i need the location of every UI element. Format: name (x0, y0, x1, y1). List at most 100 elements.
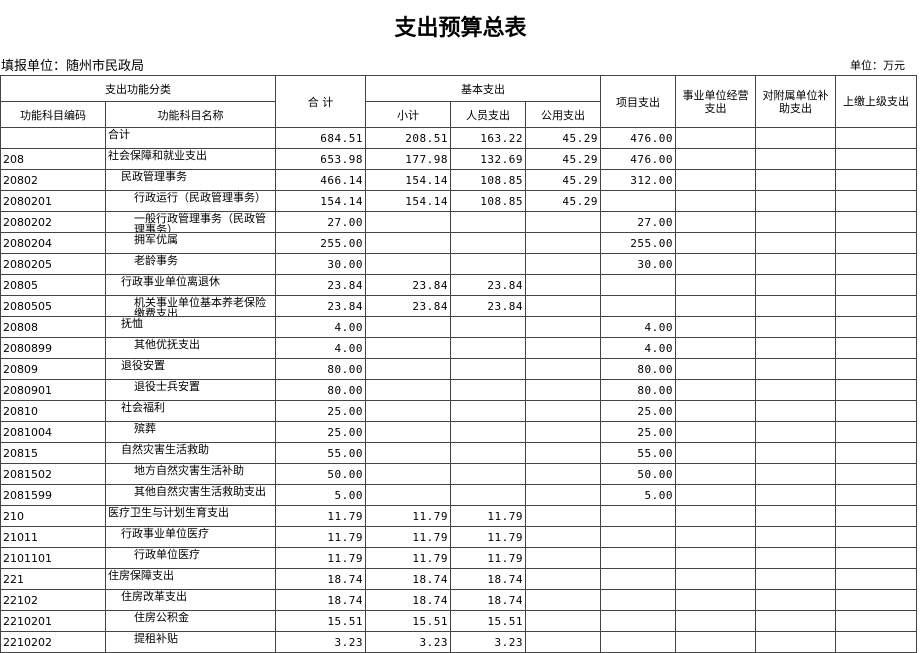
cell: 23.84 (365, 295, 451, 317)
row: 21011 行政事业单位医疗 11.79 11.79 11.79 (0, 526, 918, 548)
cell (835, 421, 918, 443)
cell: 154.14 (365, 169, 451, 191)
cell (524, 274, 602, 296)
cell: 27.00 (600, 211, 677, 233)
cell (600, 274, 677, 296)
cell (524, 337, 602, 359)
cell (524, 421, 602, 443)
header-cell: 功能科目编码 (0, 101, 106, 128)
cell (675, 547, 757, 569)
cell: 其他优抚支出 (105, 337, 276, 359)
row: 2080505 机关事业单位基本养老保险缴费支出 23.84 23.84 23.84 (0, 295, 918, 317)
cell (600, 568, 677, 590)
cell (755, 127, 837, 149)
cell: 55.00 (275, 442, 366, 464)
row: 20805 行政事业单位离退休 23.84 23.84 23.84 (0, 274, 918, 296)
cell: 18.74 (365, 568, 451, 590)
cell: 拥军优属 (105, 232, 276, 254)
cell (450, 211, 526, 233)
cell (450, 442, 526, 464)
cell (675, 421, 757, 443)
cell: 其他自然灾害生活救助支出 (105, 484, 276, 506)
cell: 2080901 (0, 379, 106, 401)
cell: 2210201 (0, 610, 106, 632)
page: 支出预算总表 填报单位：随州市民政局 单位：万元 支出功能分类 合 计 基本支出… (0, 15, 918, 653)
cell: 15.51 (365, 610, 451, 632)
row: 2081502 地方自然灾害生活补助 50.00 50.00 (0, 463, 918, 485)
item-name: 住房保障支出 (108, 569, 174, 582)
cell (675, 379, 757, 401)
cell (675, 526, 757, 548)
cell (365, 211, 451, 233)
cell: 11.79 (450, 505, 526, 527)
title: 支出预算总表 (394, 15, 527, 41)
item-name: 民政管理事务 (121, 170, 187, 183)
item-name: 一般行政管理事务（民政管理事务） (134, 212, 266, 232)
cell: 3.23 (365, 631, 451, 653)
cell: 80.00 (600, 358, 677, 380)
cell (835, 232, 918, 254)
item-name: 老龄事务 (134, 254, 178, 267)
cell: 154.14 (365, 190, 451, 212)
cell (450, 484, 526, 506)
row: 20809 退役安置 80.00 80.00 (0, 358, 918, 380)
cell (450, 232, 526, 254)
cell: 11.79 (365, 505, 451, 527)
cell (835, 610, 918, 632)
cell: 25.00 (275, 400, 366, 422)
cell: 2081502 (0, 463, 106, 485)
cell: 154.14 (275, 190, 366, 212)
cell: 18.74 (450, 568, 526, 590)
cell (365, 232, 451, 254)
cell: 50.00 (600, 463, 677, 485)
cell (835, 148, 918, 170)
cell: 5.00 (600, 484, 677, 506)
cell (365, 484, 451, 506)
cell (524, 232, 602, 254)
cell (835, 631, 918, 653)
cell: 提租补贴 (105, 631, 276, 653)
cell (835, 127, 918, 149)
row: 2080202 一般行政管理事务（民政管理事务） 27.00 27.00 (0, 211, 918, 233)
cell (675, 589, 757, 611)
cell: 18.74 (275, 589, 366, 611)
cell (524, 526, 602, 548)
cell: 55.00 (600, 442, 677, 464)
cell: 合计 (105, 127, 276, 149)
cell (524, 400, 602, 422)
header-cell: 对附属单位补助支出 (755, 75, 837, 128)
cell (600, 610, 677, 632)
cell: 自然灾害生活救助 (105, 442, 276, 464)
row: 2210201 住房公积金 15.51 15.51 15.51 (0, 610, 918, 632)
cell: 社会福利 (105, 400, 276, 422)
cell: 20808 (0, 316, 106, 338)
header-cell: 人员支出 (450, 101, 526, 128)
cell: 11.79 (365, 547, 451, 569)
cell: 3.23 (450, 631, 526, 653)
cell (755, 295, 837, 317)
item-name: 行政事业单位离退休 (121, 275, 220, 288)
cell (600, 295, 677, 317)
header-cell: 事业单位经营支出 (675, 75, 757, 128)
cell: 行政事业单位离退休 (105, 274, 276, 296)
cell: 11.79 (275, 526, 366, 548)
cell: 殡葬 (105, 421, 276, 443)
cell: 退役士兵安置 (105, 379, 276, 401)
cell: 15.51 (450, 610, 526, 632)
cell: 行政单位医疗 (105, 547, 276, 569)
cell: 2080202 (0, 211, 106, 233)
cell (524, 547, 602, 569)
row: 2210202 提租补贴 3.23 3.23 3.23 (0, 631, 918, 653)
cell (755, 232, 837, 254)
cell (835, 253, 918, 275)
cell (524, 211, 602, 233)
cell: 108.85 (450, 190, 526, 212)
cell: 4.00 (600, 316, 677, 338)
cell: 45.29 (524, 148, 602, 170)
item-name: 其他自然灾害生活救助支出 (134, 485, 266, 498)
cell: 45.29 (524, 190, 602, 212)
cell: 476.00 (600, 127, 677, 149)
cell (365, 442, 451, 464)
row: 2080899 其他优抚支出 4.00 4.00 (0, 337, 918, 359)
cell: 45.29 (524, 169, 602, 191)
